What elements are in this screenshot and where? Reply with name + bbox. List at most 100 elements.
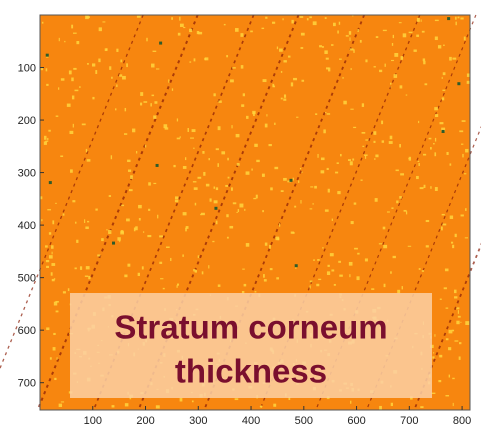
speckle (245, 243, 250, 247)
speckle (194, 202, 197, 206)
speckle (390, 82, 392, 85)
speckle (143, 101, 148, 103)
speckle (168, 79, 170, 83)
speckle (449, 163, 452, 166)
speckle (461, 120, 466, 122)
speckle (244, 208, 246, 211)
speckle (136, 15, 141, 18)
speckle (375, 36, 379, 38)
speckle (408, 156, 412, 161)
speckle (147, 234, 152, 238)
speckle (430, 147, 432, 150)
speckle (445, 395, 450, 397)
speckle (416, 17, 420, 22)
speckle (428, 137, 432, 140)
speckle (441, 76, 443, 79)
speckle (382, 29, 387, 32)
speckle (449, 215, 454, 219)
speckle (326, 167, 329, 171)
speckle (52, 220, 55, 225)
speckle (454, 340, 459, 342)
speckle (53, 332, 56, 336)
speckle (46, 327, 50, 331)
speckle (349, 274, 351, 278)
speckle (124, 274, 128, 278)
speckle (418, 120, 420, 124)
speckle (425, 245, 429, 248)
y-tick-label: 600 (18, 325, 36, 337)
speckle (339, 274, 343, 277)
speckle (448, 374, 451, 378)
speckle (242, 93, 245, 97)
speckle (170, 257, 172, 262)
speckle (193, 58, 196, 62)
speckle (373, 66, 376, 68)
speckle (342, 77, 344, 79)
speckle (454, 296, 458, 299)
speckle (126, 218, 130, 222)
speckle (253, 197, 257, 200)
speckle (438, 379, 442, 383)
x-tick-label: 400 (242, 415, 260, 427)
speckle (124, 107, 127, 112)
speckle (209, 198, 212, 202)
speckle (399, 196, 402, 199)
speckle (263, 279, 267, 282)
speckle (266, 114, 268, 117)
speckle (160, 278, 164, 280)
speckle (193, 187, 198, 190)
speckle (236, 163, 240, 166)
x-tick-label: 500 (295, 415, 313, 427)
speckle (60, 401, 65, 403)
speckle (237, 209, 240, 213)
speckle (121, 204, 125, 207)
speckle (68, 70, 72, 75)
speckle (451, 241, 454, 244)
annotation-box (70, 293, 432, 398)
speckle (200, 213, 202, 216)
speckle (55, 202, 57, 204)
speckle (155, 405, 160, 409)
speckle (62, 213, 65, 216)
speckle (48, 255, 53, 259)
speckle (115, 108, 117, 111)
speckle (384, 63, 386, 67)
speckle (187, 128, 189, 132)
speckle (76, 40, 80, 45)
speckle (392, 34, 395, 39)
speckle (76, 239, 79, 243)
speckle (432, 356, 435, 359)
speckle (299, 16, 304, 18)
speckle (182, 166, 187, 169)
speckle (309, 16, 312, 19)
speckle (456, 320, 460, 325)
speckle (465, 208, 467, 211)
speckle (60, 78, 65, 81)
speckle (119, 74, 123, 77)
speckle (441, 97, 445, 101)
speckle (48, 181, 52, 185)
speckle (173, 164, 176, 168)
speckle (460, 321, 462, 323)
speckle (416, 175, 419, 180)
speckle (357, 29, 359, 32)
speckle (185, 226, 189, 229)
speckle (408, 31, 413, 34)
speckle (454, 16, 457, 20)
speckle (288, 55, 291, 58)
speckle (55, 310, 59, 313)
speckle (325, 67, 330, 70)
speckle (295, 267, 297, 269)
speckle (445, 307, 449, 309)
speckle (264, 242, 268, 246)
speckle (433, 352, 435, 354)
speckle (466, 80, 471, 84)
speckle (389, 135, 393, 140)
speckle (95, 208, 98, 211)
speckle (226, 214, 229, 218)
speckle (350, 221, 354, 225)
speckle (201, 271, 204, 275)
speckle (362, 145, 365, 148)
speckle (315, 113, 318, 116)
